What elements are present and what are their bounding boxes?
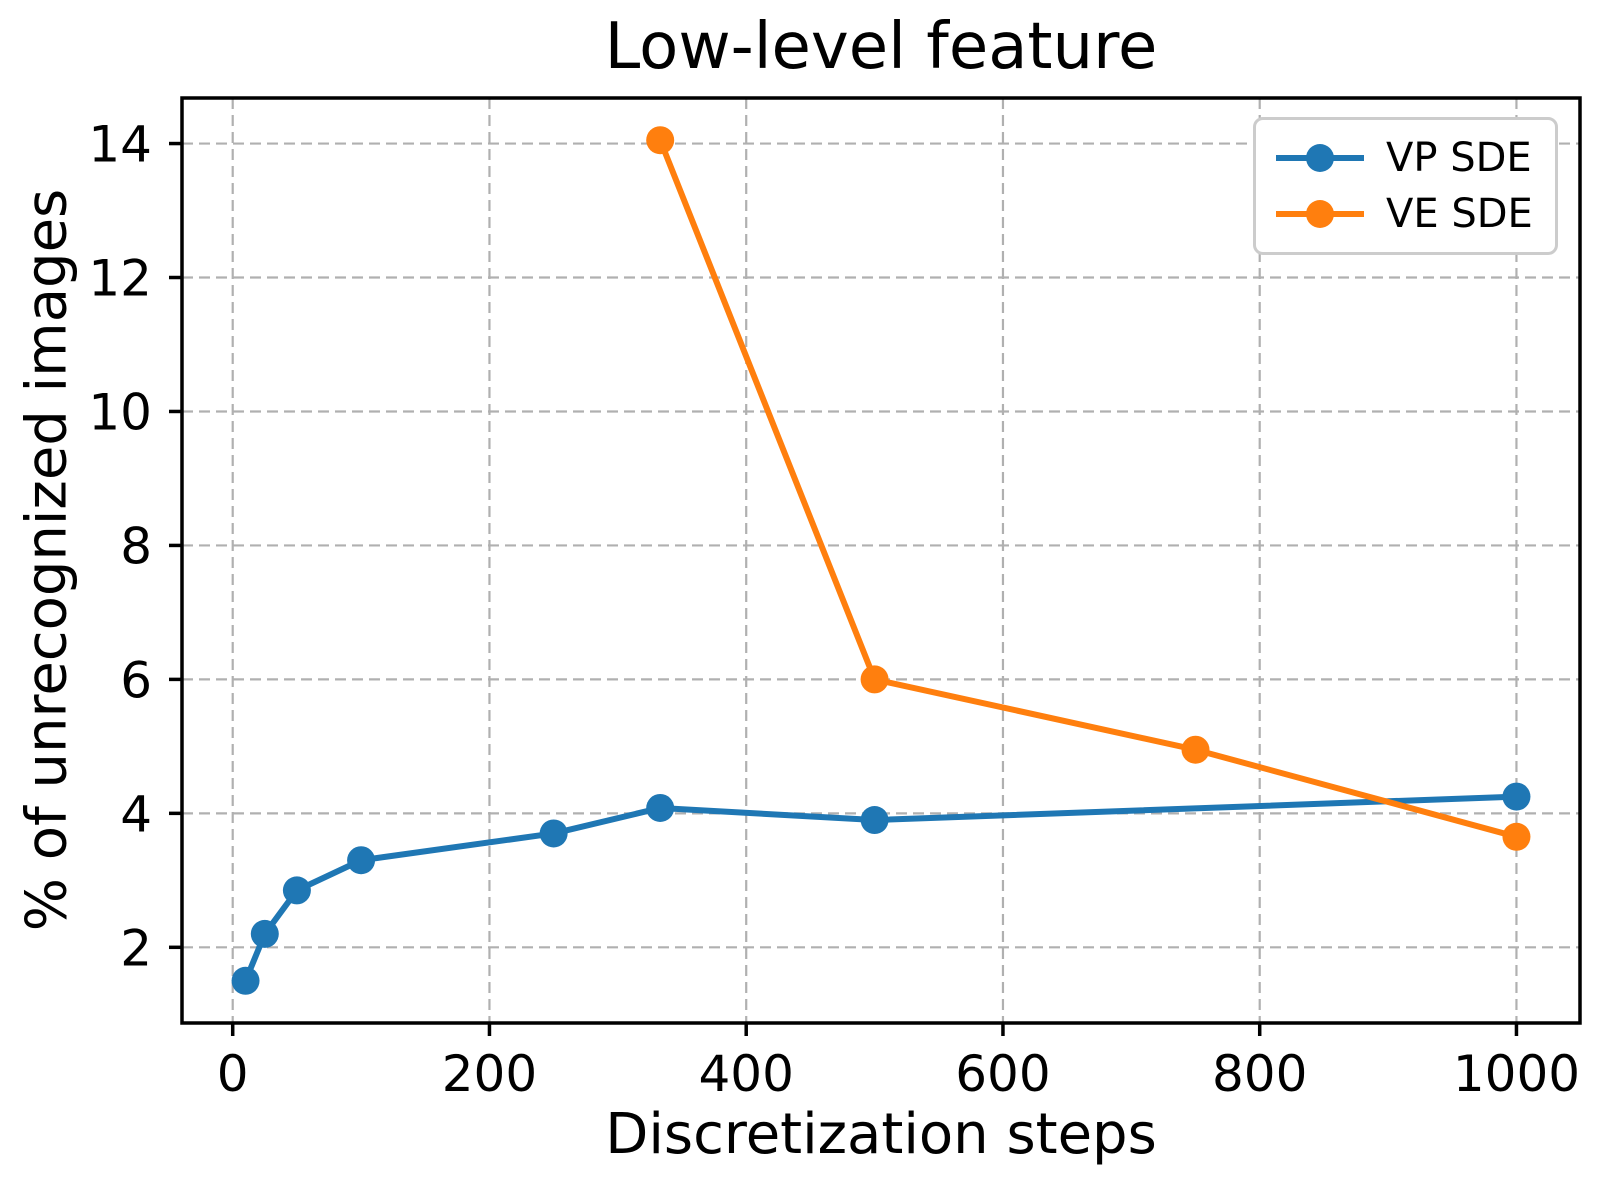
- x-axis-label: Discretization steps: [605, 1102, 1157, 1167]
- series-line-ve-sde: [657, 137, 1520, 840]
- x-tick-label: 0: [217, 1045, 249, 1103]
- series-marker-vp-sde: [282, 876, 311, 905]
- x-tick-label: 400: [698, 1045, 793, 1103]
- axes-spines: [180, 96, 1582, 1025]
- series-marker-ve-sde: [646, 126, 675, 155]
- series-marker-vp-sde: [250, 919, 279, 948]
- y-tick-label: 8: [120, 517, 152, 575]
- x-tick-label: 600: [955, 1045, 1050, 1103]
- series-marker-ve-sde: [1181, 735, 1210, 764]
- series-marker-vp-sde: [860, 806, 889, 835]
- series-marker-vp-sde: [646, 793, 675, 822]
- y-tick-label: 10: [88, 383, 152, 441]
- legend-label-vp-sde: VP SDE: [1386, 134, 1532, 181]
- legend-line-sample: [1276, 143, 1364, 172]
- legend-row: VE SDE: [1274, 191, 1545, 237]
- series-marker-vp-sde: [347, 846, 376, 875]
- y-tick-label: 12: [88, 250, 152, 308]
- legend: VP SDE VE SDE: [1253, 117, 1558, 255]
- y-tick-label: 14: [88, 116, 152, 174]
- y-tick-label: 4: [120, 785, 152, 843]
- x-tick-label: 1000: [1453, 1045, 1580, 1103]
- legend-line-sample: [1276, 200, 1364, 229]
- y-tick-label: 6: [120, 651, 152, 709]
- series-marker-vp-sde: [231, 966, 260, 995]
- series-marker-ve-sde: [860, 665, 889, 694]
- series-marker-ve-sde: [1502, 822, 1531, 851]
- series-marker-vp-sde: [1502, 782, 1531, 811]
- series-marker-vp-sde: [539, 819, 568, 848]
- y-tick-label: 2: [120, 919, 152, 977]
- x-tick-label: 800: [1212, 1045, 1307, 1103]
- legend-row: VP SDE: [1274, 135, 1545, 181]
- chart-title: Low-level feature: [604, 10, 1158, 84]
- x-tick-label: 200: [442, 1045, 537, 1103]
- legend-label-ve-sde: VE SDE: [1386, 191, 1533, 238]
